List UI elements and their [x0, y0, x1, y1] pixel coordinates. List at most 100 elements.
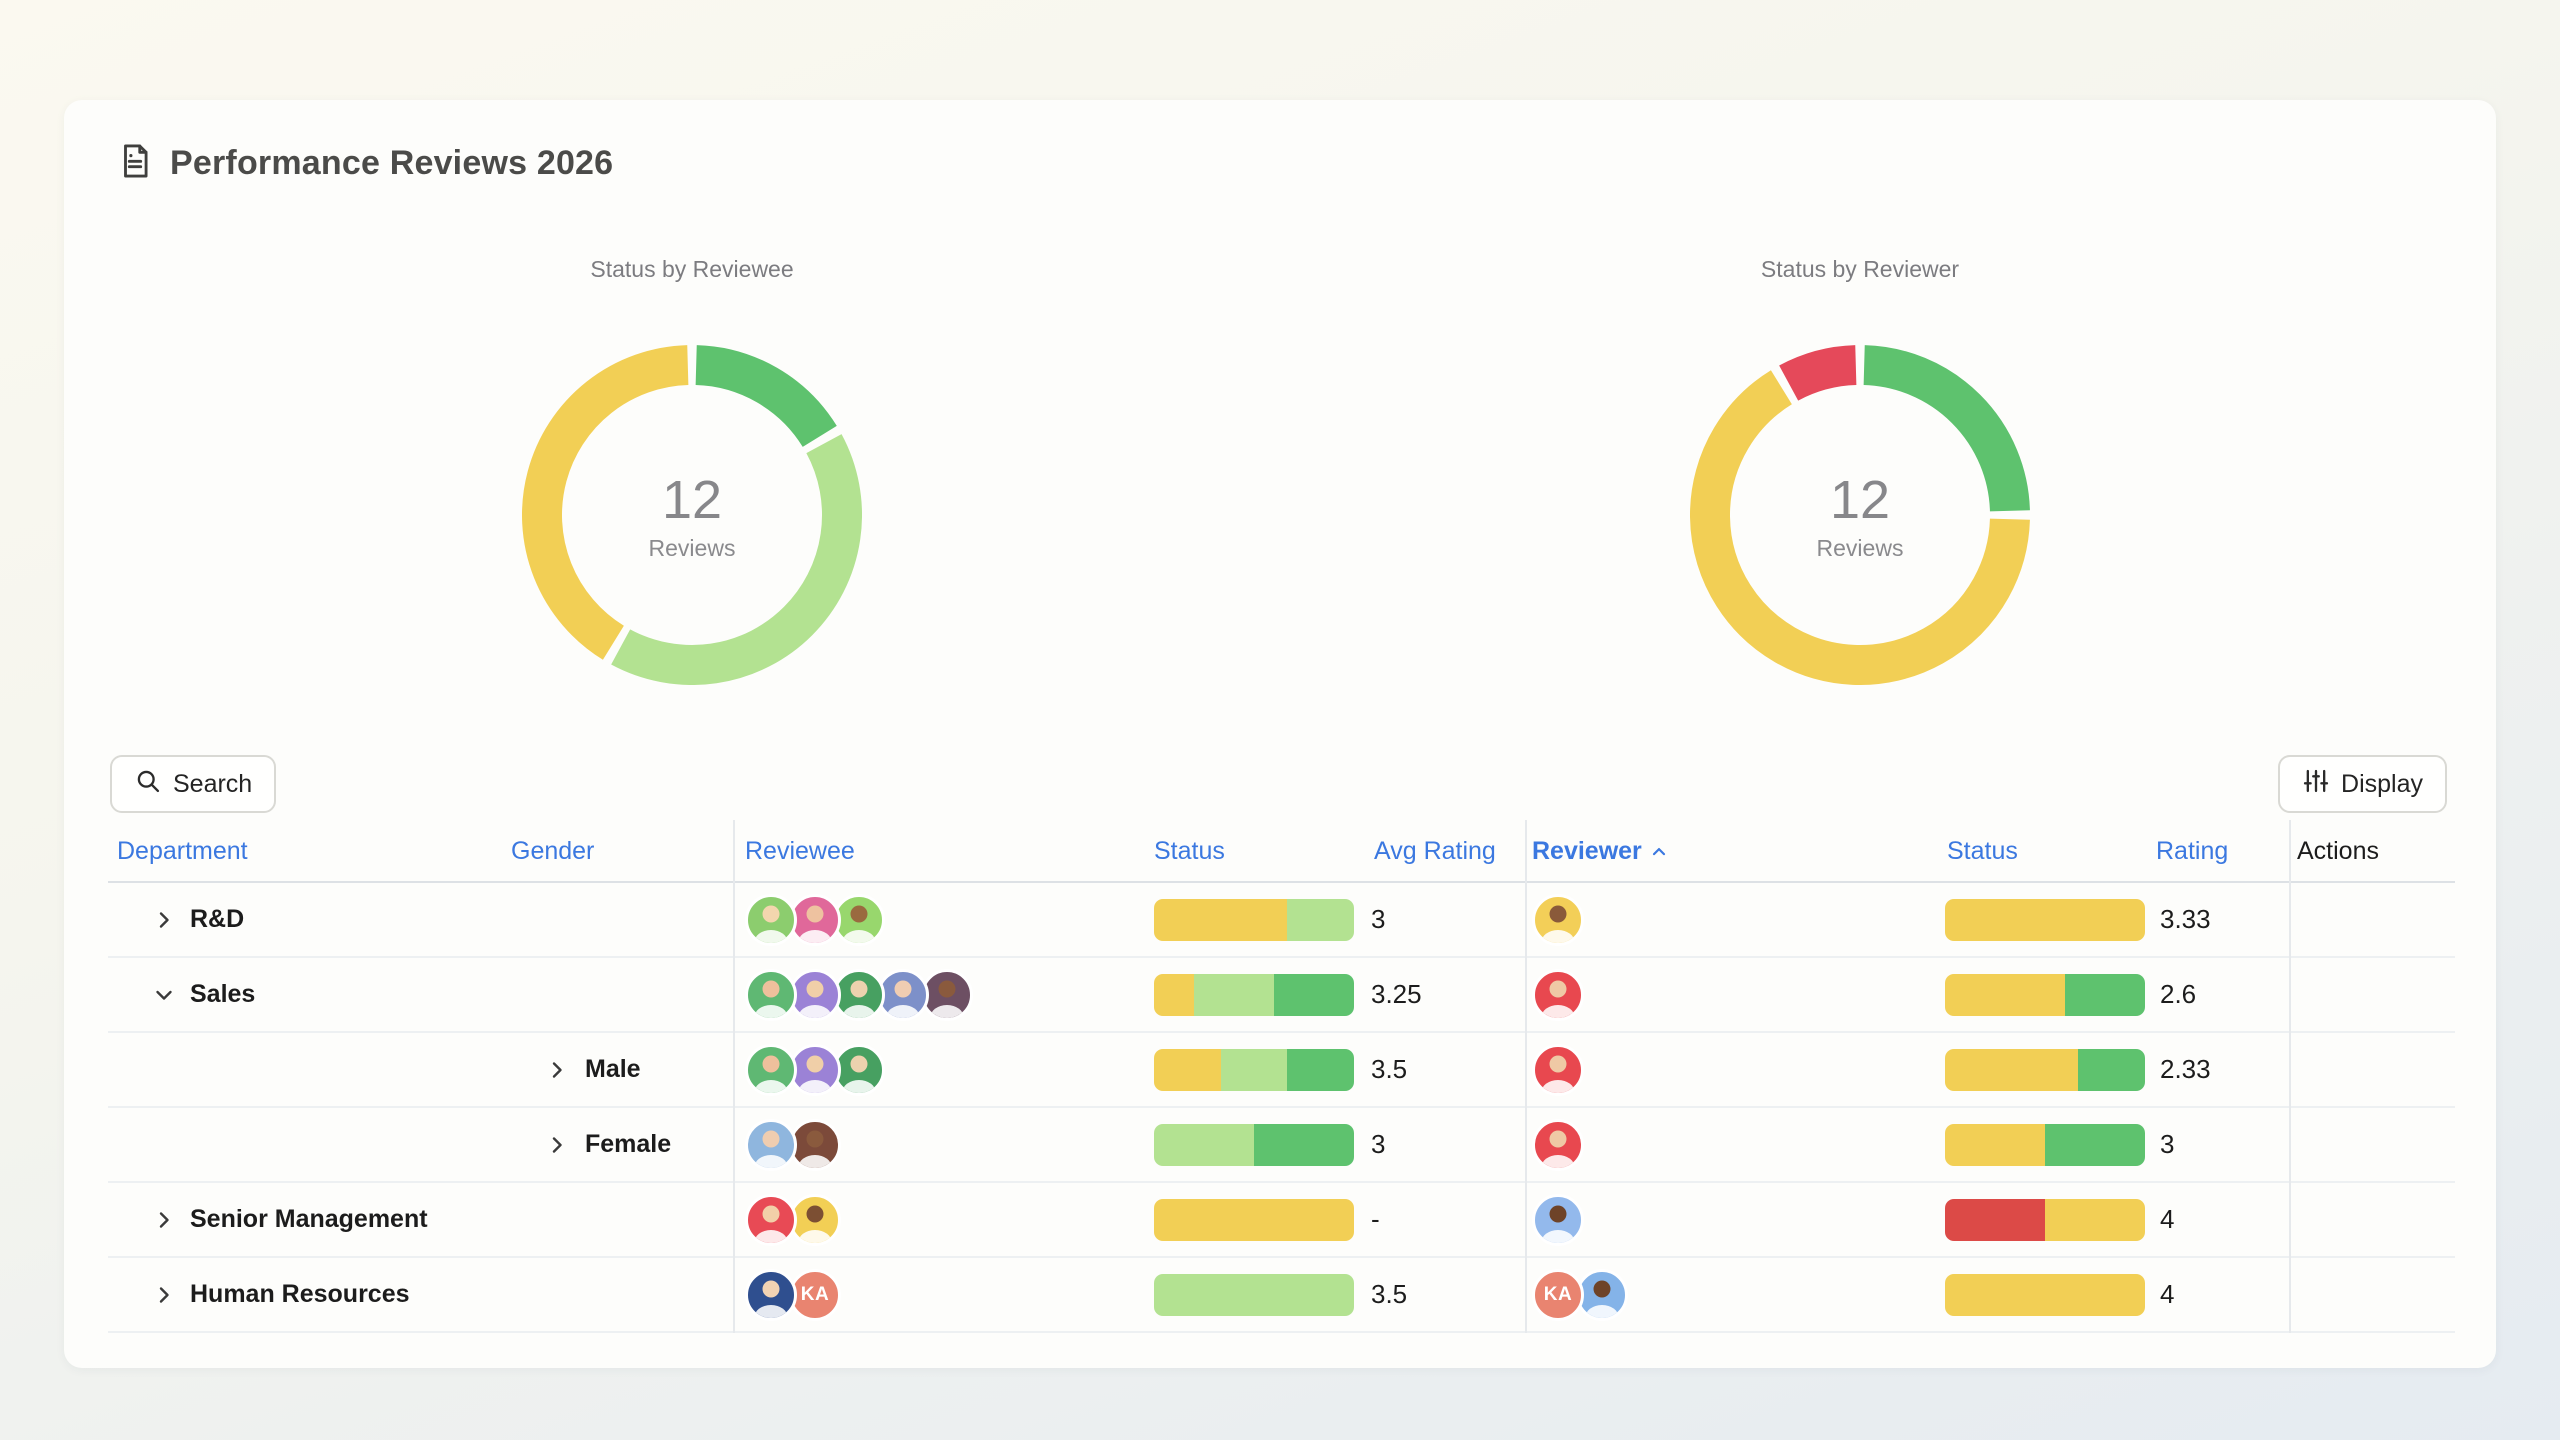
table-row[interactable]: Male 3.5 2.33 [108, 1033, 2455, 1108]
avatar-group [745, 893, 885, 946]
rating-cell: 3 [2160, 1108, 2174, 1181]
avg-rating-cell: 3.25 [1371, 958, 1422, 1031]
expand-cell [544, 1033, 570, 1106]
avatar[interactable] [1532, 968, 1584, 1021]
avatar[interactable] [789, 893, 841, 946]
avg-rating-cell: 3.5 [1371, 1033, 1407, 1106]
status-segment [1945, 1198, 2045, 1241]
column-header-reviewer[interactable]: Reviewer [1532, 820, 1669, 883]
avatar[interactable] [789, 1118, 841, 1171]
avatar[interactable] [921, 968, 973, 1021]
donut-segment[interactable] [1779, 345, 1857, 401]
gender-cell: Female [585, 1108, 671, 1181]
column-header-label: Status [1947, 837, 2018, 865]
avatar[interactable] [1532, 893, 1584, 946]
status-by-reviewer-donut [1690, 345, 2030, 685]
avatar[interactable] [745, 1268, 797, 1321]
column-header-department[interactable]: Department [117, 820, 248, 883]
column-header-label: Gender [511, 837, 595, 865]
search-button[interactable]: Search [110, 755, 277, 813]
document-icon [116, 142, 154, 185]
person-icon [842, 1055, 876, 1093]
status-by-reviewee-chart: Status by Reviewee 12 Reviews [522, 240, 862, 685]
column-header-avg-rating[interactable]: Avg Rating [1374, 820, 1496, 883]
department-cell: Senior Management [190, 1183, 428, 1256]
avatar-initials: KA [1543, 1283, 1573, 1305]
status-segment [1945, 1273, 2145, 1316]
avatar[interactable] [745, 968, 797, 1021]
status-segment [1220, 1048, 1288, 1091]
donut-segment[interactable] [611, 434, 862, 685]
avatar[interactable] [833, 1043, 885, 1096]
avatar[interactable] [745, 1043, 797, 1096]
review-count-label: Reviews [648, 534, 736, 561]
donut-segment[interactable] [522, 345, 689, 660]
donut-segment[interactable] [695, 345, 837, 448]
display-button[interactable]: Display [2278, 755, 2447, 813]
page-title: Performance Reviews 2026 [170, 144, 614, 182]
chevron-right-icon[interactable] [544, 1132, 570, 1158]
chevron-right-icon[interactable] [151, 1282, 177, 1308]
avatar[interactable] [877, 968, 929, 1021]
avatar[interactable] [745, 1118, 797, 1171]
person-icon [842, 905, 876, 943]
person-icon [754, 1205, 788, 1243]
department-cell: R&D [190, 883, 244, 956]
avatar[interactable] [789, 968, 841, 1021]
avatar[interactable]: KA [1532, 1268, 1584, 1321]
donut-segment[interactable] [1690, 370, 2030, 685]
person-icon [842, 980, 876, 1018]
reviewee-status-bar [1154, 898, 1354, 941]
chevron-right-icon[interactable] [151, 907, 177, 933]
table-row[interactable]: Human Resources KA 3.5 KA 4 [108, 1258, 2455, 1333]
column-header-rating[interactable]: Rating [2156, 820, 2228, 883]
review-count-label: Reviews [1816, 534, 1904, 561]
reviewee-avatars [745, 1108, 841, 1181]
chevron-right-icon[interactable] [544, 1057, 570, 1083]
column-header-status[interactable]: Status [1947, 820, 2018, 883]
column-header-status[interactable]: Status [1154, 820, 1225, 883]
avatar[interactable] [833, 968, 885, 1021]
donut-segment[interactable] [1863, 345, 2030, 512]
reviewer-status-bar [1945, 1048, 2145, 1091]
avatar[interactable] [833, 893, 885, 946]
table-row[interactable]: R&D 3 3.33 [108, 883, 2455, 958]
donut-center: 12 Reviews [522, 345, 862, 685]
reviewer-status-cell [1945, 1033, 2145, 1106]
column-header-gender[interactable]: Gender [511, 820, 594, 883]
status-segment [1154, 1048, 1221, 1091]
table-row[interactable]: Sales 3.25 2.6 [108, 958, 2455, 1033]
rating-cell: 2.33 [2160, 1033, 2211, 1106]
reviewer-avatars: KA [1532, 1258, 1628, 1331]
column-header-reviewee[interactable]: Reviewee [745, 820, 855, 883]
chevron-right-icon[interactable] [151, 1207, 177, 1233]
avatar[interactable] [1532, 1193, 1584, 1246]
department-label: Senior Management [190, 1205, 428, 1233]
reviewee-status-cell [1154, 1108, 1354, 1181]
reviewee-avatars [745, 883, 885, 956]
reviewer-status-bar [1945, 973, 2145, 1016]
person-icon [886, 980, 920, 1018]
avatar[interactable] [789, 1193, 841, 1246]
avatar[interactable] [745, 1193, 797, 1246]
status-segment [2078, 1048, 2145, 1091]
reviewee-avatars [745, 958, 973, 1031]
person-icon [798, 1130, 832, 1168]
table-row[interactable]: Senior Management - 4 [108, 1183, 2455, 1258]
chevron-down-icon[interactable] [151, 982, 177, 1008]
donut-center: 12 Reviews [1690, 345, 2030, 685]
avatar[interactable] [745, 893, 797, 946]
gender-label: Male [585, 1055, 641, 1083]
main-card: Performance Reviews 2026 Status by Revie… [64, 100, 2496, 1368]
table-row[interactable]: Female 3 3 [108, 1108, 2455, 1183]
avatar[interactable] [1576, 1268, 1628, 1321]
rating-cell: 2.6 [2160, 958, 2196, 1031]
status-segment [1154, 973, 1194, 1016]
avatar[interactable] [1532, 1043, 1584, 1096]
avatar-group [1532, 1043, 1584, 1096]
reviewee-avatars [745, 1033, 885, 1106]
avatar[interactable] [1532, 1118, 1584, 1171]
rating-value: 2.33 [2160, 1054, 2211, 1084]
expand-cell [151, 1183, 177, 1256]
status-segment [1154, 898, 1288, 941]
